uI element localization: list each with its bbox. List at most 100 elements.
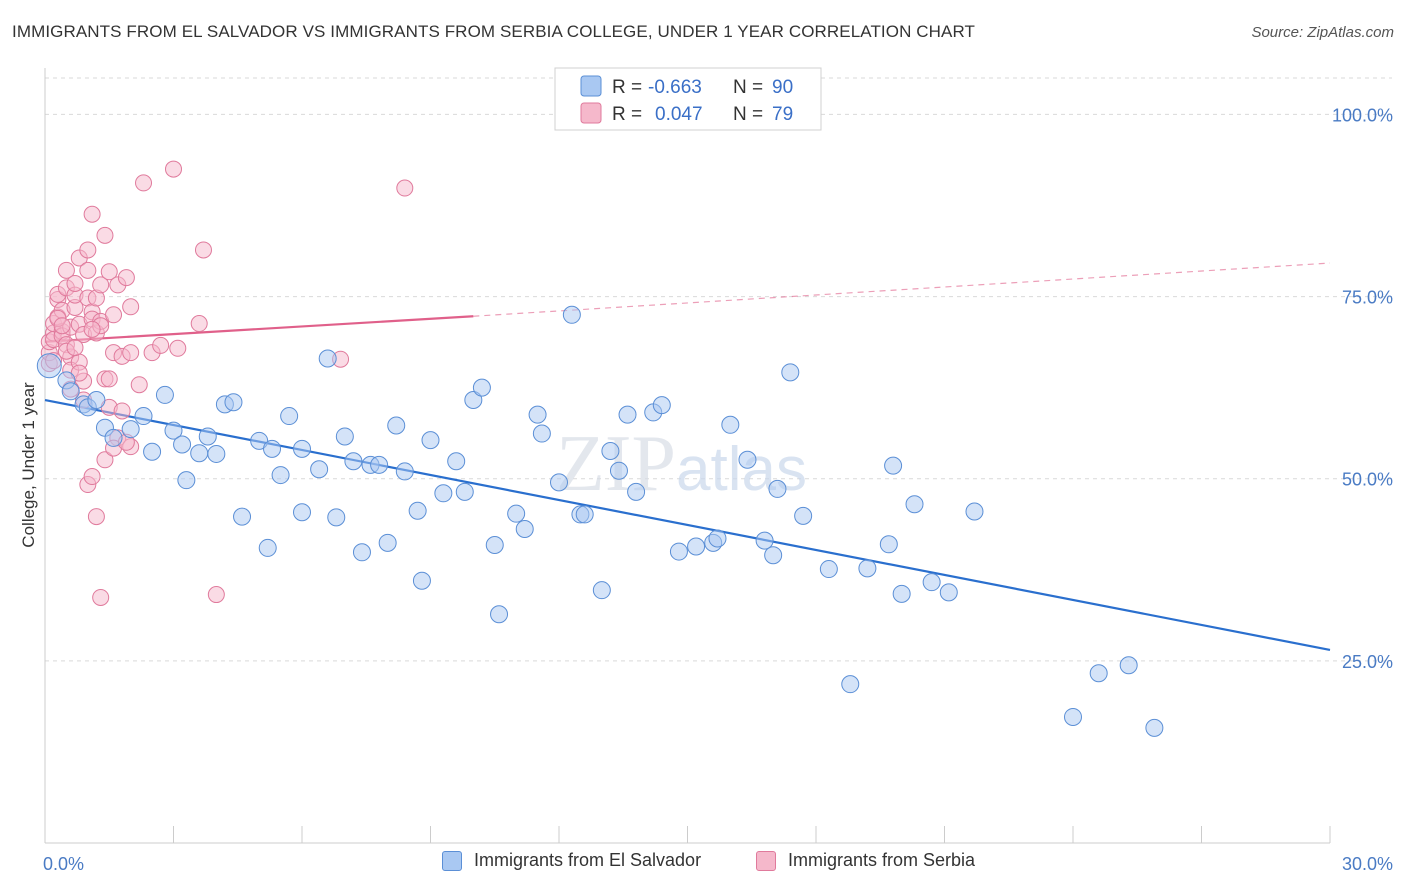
data-point-el-salvador (335, 427, 354, 446)
data-point-el-salvador (575, 505, 594, 524)
data-point-serbia (100, 263, 118, 281)
data-point-serbia (152, 336, 170, 354)
data-point-el-salvador (965, 502, 984, 521)
data-point-el-salvador (768, 479, 787, 498)
data-point-el-salvador (550, 473, 568, 492)
data-point-el-salvador (134, 407, 153, 426)
data-point-serbia (130, 376, 148, 394)
data-point-el-salvador (464, 391, 483, 410)
data-point-el-salvador (370, 455, 389, 474)
data-point-el-salvador (293, 439, 311, 458)
data-point-serbia (117, 269, 135, 287)
legend-n-value-pink: 79 (772, 104, 793, 125)
data-point-el-salvador (755, 531, 774, 550)
x-tick-label: 0.0% (43, 854, 84, 874)
data-point-el-salvador (819, 560, 838, 579)
data-point-el-salvador (263, 439, 282, 458)
legend-swatch-el-salvador (442, 850, 462, 871)
legend-n-label-blue: N = (733, 77, 763, 98)
y-tick-label: 100.0% (1332, 105, 1393, 125)
data-point-serbia (96, 451, 114, 469)
data-point-el-salvador (609, 461, 628, 480)
data-point-serbia (135, 174, 153, 192)
data-point-el-salvador (143, 442, 162, 461)
data-point-el-salvador (794, 506, 813, 525)
axes (44, 68, 1331, 844)
data-point-el-salvador (738, 450, 757, 469)
data-point-serbia (122, 298, 140, 316)
data-point-el-salvador (207, 444, 226, 463)
data-point-serbia (66, 339, 84, 357)
data-point-el-salvador (562, 305, 581, 324)
data-point-el-salvador (352, 543, 371, 562)
data-point-el-salvador (104, 428, 123, 447)
data-point-serbia (207, 586, 225, 604)
x-tick-label: 30.0% (1342, 854, 1393, 874)
data-point-el-salvador (293, 503, 311, 522)
data-point-el-salvador (507, 504, 526, 523)
data-point-el-salvador (155, 385, 174, 404)
legend-bottom: Immigrants from El Salvador Immigrants f… (0, 850, 1406, 880)
data-point-el-salvador (378, 533, 397, 552)
data-point-el-salvador (1089, 664, 1108, 683)
legend-r-label-blue: R = (612, 77, 642, 98)
data-point-serbia (113, 402, 131, 420)
data-point-el-salvador (879, 535, 898, 554)
data-point-serbia (79, 261, 97, 279)
data-point-el-salvador (250, 431, 269, 450)
data-point-el-salvador (177, 471, 196, 490)
watermark-text: ZIPatlas (556, 420, 807, 508)
data-point-el-salvador (515, 519, 534, 538)
tick-labels: 25.0% 50.0% 75.0% 100.0% 0.0% 30.0% (43, 105, 1393, 874)
data-point-el-salvador (858, 559, 877, 578)
data-point-serbia (79, 241, 97, 259)
data-point-serbia (396, 179, 414, 197)
data-point-serbia (66, 274, 84, 292)
data-point-el-salvador (708, 529, 727, 548)
data-point-el-salvador (490, 605, 509, 624)
data-point-serbia (87, 508, 105, 526)
legend-r-label-pink: R = (612, 104, 642, 125)
data-point-serbia (194, 241, 212, 259)
series-serbia-points (40, 160, 414, 606)
data-point-el-salvador (310, 460, 329, 479)
data-point-serbia (169, 339, 187, 357)
trend-line-serbia-extension (473, 262, 1331, 317)
data-point-el-salvador (669, 542, 688, 561)
data-point-el-salvador (1145, 718, 1164, 737)
data-point-el-salvador (485, 536, 504, 555)
y-tick-label: 75.0% (1342, 288, 1393, 308)
data-point-el-salvador (121, 420, 140, 439)
data-point-el-salvador (164, 421, 183, 440)
legend-label-serbia: Immigrants from Serbia (788, 850, 976, 870)
legend-item-serbia[interactable]: Immigrants from Serbia (756, 850, 975, 871)
legend-item-el-salvador[interactable]: Immigrants from El Salvador (442, 850, 701, 871)
data-point-el-salvador (627, 482, 646, 501)
data-point-el-salvador (408, 501, 427, 520)
legend-n-label-pink: N = (733, 104, 763, 125)
data-point-el-salvador (327, 508, 346, 527)
data-point-el-salvador (601, 442, 620, 461)
legend-swatch-serbia (756, 850, 776, 871)
data-point-el-salvador (224, 393, 243, 412)
data-point-el-salvador (87, 391, 106, 410)
data-point-el-salvador (884, 456, 903, 475)
data-point-el-salvador (36, 353, 62, 379)
data-point-el-salvador (344, 452, 363, 471)
data-point-el-salvador (892, 584, 911, 603)
data-point-serbia (92, 276, 110, 294)
data-point-serbia (190, 315, 208, 333)
y-tick-label: 25.0% (1342, 652, 1393, 672)
data-point-serbia (105, 306, 123, 324)
data-point-el-salvador (421, 431, 440, 450)
data-point-el-salvador (173, 435, 192, 454)
data-point-el-salvador (198, 427, 217, 446)
data-point-serbia (165, 160, 182, 178)
data-point-el-salvador (455, 482, 474, 501)
data-point-el-salvador (318, 349, 337, 368)
data-point-el-salvador (434, 484, 453, 503)
data-point-el-salvador (721, 415, 740, 434)
data-point-el-salvador (412, 571, 431, 590)
legend-n-value-blue: 90 (772, 77, 793, 98)
